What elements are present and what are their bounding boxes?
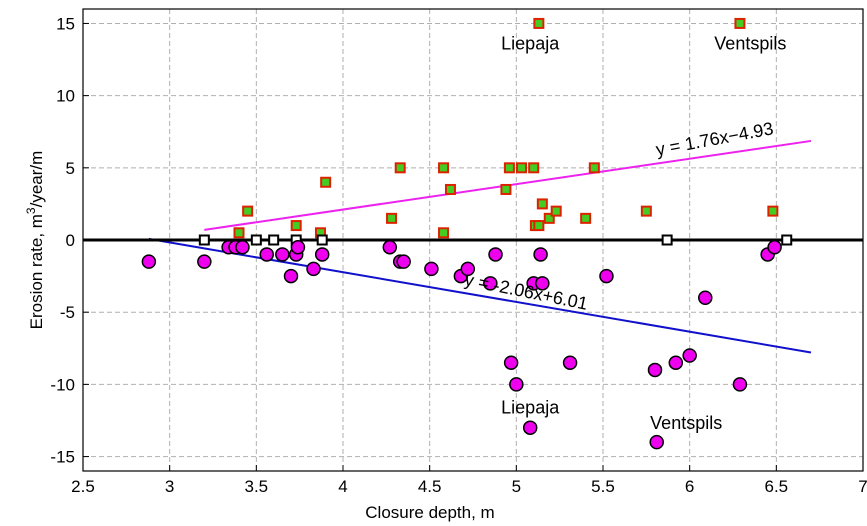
site-annotation: Liepaja [501,397,560,417]
y-tick-label: -5 [60,303,75,322]
x-tick-label: 5 [512,477,521,496]
accretion-point [536,198,548,210]
erosion-point [141,254,157,269]
zero-point [250,234,262,246]
erosion-point [682,348,697,363]
erosion-point [509,377,524,392]
accretion-point [320,176,332,188]
y-axis-title-suffix: /year/m [27,151,46,208]
accretion-point [640,205,652,217]
erosion-point [290,239,306,255]
x-tick-label: 3 [165,477,174,496]
accretion-point [550,205,562,217]
erosion-point [483,276,498,291]
zero-point [268,234,280,246]
erosion-point [562,355,578,370]
accretion-point [438,227,450,239]
x-tick-label: 4.5 [418,477,442,496]
y-axis-title: Erosion rate, m3/year/m [24,151,46,330]
y-tick-label: -15 [50,448,75,467]
x-tick-label: 6.5 [765,477,789,496]
erosion-point [396,254,411,269]
erosion-point [732,377,748,392]
accretion-point [444,183,456,195]
erosion-point [235,239,250,255]
x-tick-label: 6 [685,477,694,496]
accretion-point [528,162,540,174]
y-tick-label: 10 [56,87,75,106]
site-annotation: Ventspils [650,413,722,433]
erosion-point [503,355,519,370]
data-points [141,17,793,450]
erosion-point [668,355,684,370]
accretion-point [580,212,592,224]
y-tick-label: 15 [56,14,75,33]
axis-ticks: 2.5 3 3.5 4 4.5 5 5.5 6 6.5 7 -15 -10 -5 0 5 10 15 [50,14,867,496]
accretion-point [503,162,515,174]
y-tick-label: 0 [66,231,75,250]
accretion-point [767,205,779,217]
zero-point [661,234,673,246]
x-tick-label: 4 [338,477,347,496]
erosion-point [767,239,782,255]
x-tick-label: 7 [858,477,867,496]
x-tick-label: 3.5 [245,477,269,496]
y-axis-title-main: Erosion rate, m [27,214,46,329]
site-annotation: Ventspils [714,33,786,53]
accretion-point [394,162,406,174]
accretion-point [516,162,528,174]
accretion-point [438,162,450,174]
accretion-point [588,162,600,174]
erosion-point [535,276,550,291]
site-annotation: Liepaja [501,33,560,53]
grid-lines [83,9,863,471]
erosion-point [698,290,713,305]
zero-point [781,234,793,246]
erosion-point [522,420,538,435]
erosion-point [382,239,398,255]
y-tick-label: 5 [66,159,75,178]
zero-point [316,234,328,246]
erosion-point [533,247,548,262]
erosion-point [197,254,212,269]
accretion-point [500,183,512,195]
erosion-trend-line [148,237,812,354]
erosion-point [259,247,274,262]
x-axis-title: Closure depth, m [365,503,494,522]
erosion-point [314,247,330,262]
erosion-point [283,268,299,284]
accretion-point [242,205,254,217]
erosion-point [460,261,476,277]
x-tick-label: 5.5 [591,477,615,496]
erosion-point [275,247,290,262]
erosion-point [647,362,663,378]
y-tick-label: -10 [50,375,75,394]
accretion-point [533,220,545,232]
accretion-point [290,220,302,232]
accretion-point [543,212,555,224]
accretion-point [734,17,746,29]
accretion-point [386,212,398,224]
erosion-point [649,434,664,450]
erosion-point [424,261,439,277]
zero-point [198,234,210,246]
accretion-point [233,227,245,239]
accretion-point [533,17,545,29]
erosion-point [599,268,614,284]
erosion-point [488,247,503,262]
x-tick-label: 2.5 [71,477,95,496]
erosion-point [306,261,321,277]
y-axis-title-superscript: 3 [24,207,38,214]
